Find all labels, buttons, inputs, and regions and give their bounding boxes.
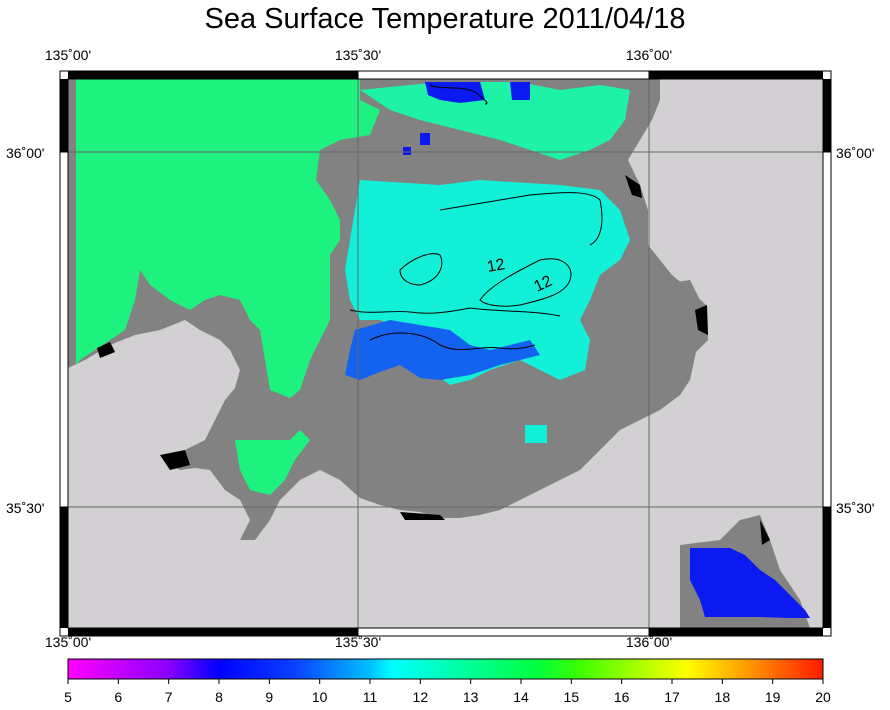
contour-label-12-right: 12 <box>532 273 555 296</box>
sst-region-12c-north <box>360 82 630 160</box>
contour-line-1 <box>429 84 488 105</box>
contour-line-2 <box>399 253 443 286</box>
shoreline-2 <box>160 450 190 470</box>
lon-label-bottom-135-00: 135˚00' <box>44 634 92 650</box>
shoreline-3 <box>97 342 115 358</box>
lon-label-top-135-30: 135˚30' <box>334 47 382 63</box>
colorbar-label-16: 16 <box>613 689 630 705</box>
colorbar-label-18: 18 <box>714 689 731 705</box>
no-data-patch-east <box>655 280 700 320</box>
colorbar-label-15: 15 <box>563 689 580 705</box>
colorbar-label-17: 17 <box>664 689 680 705</box>
colorbar-label-8: 8 <box>215 689 223 705</box>
colorbar-label-10: 10 <box>311 689 328 705</box>
colorbar-ticks <box>67 679 824 684</box>
sst-pixel-blue-2 <box>403 147 411 155</box>
sst-region-9c <box>345 320 540 380</box>
contour-label-12-left: 12 <box>486 256 507 276</box>
lat-label-left-36-00: 36˚00' <box>6 145 45 161</box>
map-area: 12 12 <box>68 79 823 628</box>
lon-label-bottom-136-00: 136˚00' <box>625 634 673 650</box>
sst-region-8c-northeast <box>510 82 530 100</box>
colorbar-label-13: 13 <box>462 689 479 705</box>
sst-pixel-blue-1 <box>420 133 430 145</box>
shoreline-4 <box>695 305 708 335</box>
lat-label-left-35-30: 35˚30' <box>6 500 45 516</box>
shoreline-5 <box>400 512 445 520</box>
colorbar-label-12: 12 <box>412 689 429 705</box>
colorbar-label-6: 6 <box>114 689 123 705</box>
colorbar-gradient <box>67 658 824 680</box>
colorbar-label-20: 20 <box>815 689 831 705</box>
lon-label-top-135-00: 135˚00' <box>44 47 92 63</box>
lat-label-right-36-00: 36˚00' <box>836 145 875 161</box>
shoreline-6 <box>760 520 770 545</box>
contour-line-4 <box>439 192 603 246</box>
lat-label-right-35-30: 35˚30' <box>836 500 875 516</box>
colorbar-label-9: 9 <box>265 689 274 705</box>
sst-region-13c <box>76 79 380 398</box>
sst-region-8c-southeast <box>690 548 810 618</box>
shoreline-1 <box>625 175 642 198</box>
colorbar-label-7: 7 <box>164 689 173 705</box>
sst-region-13c-south <box>235 430 310 495</box>
contour-line-3 <box>479 258 572 307</box>
colorbar-label-5: 5 <box>64 689 72 705</box>
colorbar <box>67 658 824 684</box>
colorbar-label-19: 19 <box>764 689 781 705</box>
map-frame <box>59 70 832 637</box>
lon-label-bottom-135-30: 135˚30' <box>334 634 382 650</box>
colorbar-label-11: 11 <box>362 689 378 705</box>
contour-line-5 <box>349 307 561 317</box>
colorbar-label-14: 14 <box>513 689 529 705</box>
lon-label-top-136-00: 136˚00' <box>625 47 673 63</box>
map-title: Sea Surface Temperature 2011/04/18 <box>204 3 686 35</box>
sst-pixel-cyan-1 <box>525 425 547 443</box>
contour-line-6 <box>369 332 536 351</box>
